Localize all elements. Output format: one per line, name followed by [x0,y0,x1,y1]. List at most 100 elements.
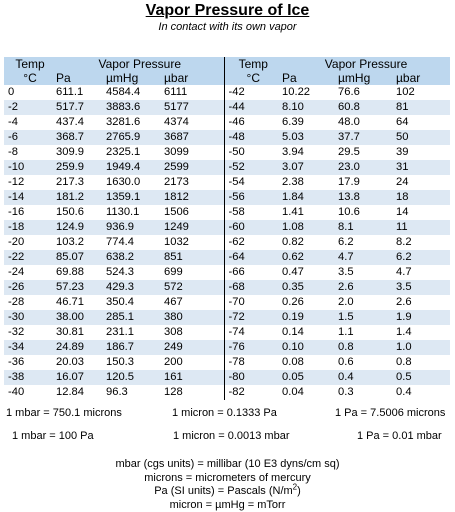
cell-umhg-left: 3883.6 [106,100,164,115]
conversion-mbar-microns: 1 mbar = 750.1 microns [6,407,122,419]
cell-ubar-right: 4.7 [396,265,451,280]
cell-ubar-right: 0.4 [396,385,451,400]
cell-umhg-right: 3.5 [338,265,397,280]
cell-pa-right: 0.05 [282,370,339,385]
cell-pa-right: 0.62 [282,250,339,265]
cell-pa-right: 10.22 [282,85,339,100]
conversion-micron-mbar: 1 micron = 0.0013 mbar [173,430,290,442]
cell-ubar-right: 39 [396,145,451,160]
header-temp-right: Temp [223,57,283,71]
cell-umhg-left: 936.9 [106,220,164,235]
cell-temp-right: -54 [223,175,283,190]
cell-temp-left: 0 [4,85,56,100]
table-row: -2 517.7 3883.6 5177 -44 8.10 60.8 81 [4,100,451,115]
cell-pa-right: 0.47 [282,265,339,280]
cell-pa-left: 20.03 [56,355,106,370]
cell-pa-right: 3.94 [282,145,339,160]
cell-ubar-left: 6111 [164,85,225,100]
cell-umhg-right: 13.8 [338,190,397,205]
cell-pa-right: 0.08 [282,355,339,370]
cell-temp-right: -70 [223,295,283,310]
cell-temp-left: -14 [4,190,56,205]
cell-ubar-right: 81 [396,100,451,115]
cell-pa-right: 1.41 [282,205,339,220]
cell-temp-right: -82 [223,385,283,400]
definition-microns: microns = micrometers of mercury [144,471,311,484]
unit-definitions: mbar (cgs units) = millibar (10 E3 dyns/… [0,458,455,512]
cell-pa-left: 46.71 [56,295,106,310]
cell-ubar-right: 50 [396,130,451,145]
cell-ubar-left: 851 [164,250,225,265]
cell-temp-left: -8 [4,145,56,160]
cell-pa-right: 0.19 [282,310,339,325]
cell-temp-left: -24 [4,265,56,280]
cell-umhg-right: 0.4 [338,370,397,385]
cell-ubar-right: 31 [396,160,451,175]
vapor-pressure-table-container: Temp Vapor Pressure Temp Vapor Pressure … [4,57,451,400]
cell-pa-right: 0.82 [282,235,339,250]
header-vapor-pressure-left: Vapor Pressure [56,57,225,71]
cell-ubar-left: 4374 [164,115,225,130]
cell-temp-left: -2 [4,100,56,115]
cell-umhg-left: 524.3 [106,265,164,280]
cell-temp-left: -34 [4,340,56,355]
table-header-row-2: °C Pa µmHg µbar °C Pa µmHg µbar [4,71,451,85]
cell-umhg-right: 4.7 [338,250,397,265]
cell-umhg-left: 3281.6 [106,115,164,130]
cell-umhg-left: 350.4 [106,295,164,310]
cell-umhg-right: 0.6 [338,355,397,370]
cell-umhg-right: 60.8 [338,100,397,115]
cell-umhg-right: 0.3 [338,385,397,400]
cell-ubar-right: 18 [396,190,451,205]
cell-umhg-left: 4584.4 [106,85,164,100]
cell-ubar-right: 11 [396,220,451,235]
vapor-pressure-table: Temp Vapor Pressure Temp Vapor Pressure … [4,57,451,400]
cell-temp-left: -40 [4,385,56,400]
cell-ubar-left: 1812 [164,190,225,205]
conversion-pa-microns: 1 Pa = 7.5006 microns [335,407,446,419]
table-row: -20 103.2 774.4 1032 -62 0.82 6.2 8.2 [4,235,451,250]
cell-pa-right: 3.07 [282,160,339,175]
conversion-mbar-pa: 1 mbar = 100 Pa [12,430,94,442]
cell-pa-left: 24.89 [56,340,106,355]
cell-ubar-left: 1249 [164,220,225,235]
table-row: -38 16.07 120.5 161 -80 0.05 0.4 0.5 [4,370,451,385]
table-row: -30 38.00 285.1 380 -72 0.19 1.5 1.9 [4,310,451,325]
cell-pa-right: 2.38 [282,175,339,190]
cell-temp-left: -30 [4,310,56,325]
cell-ubar-left: 3099 [164,145,225,160]
definition-mbar: mbar (cgs units) = millibar (10 E3 dyns/… [115,458,340,470]
cell-ubar-left: 2599 [164,160,225,175]
definition-pa-superscript: 2 [292,482,298,492]
cell-ubar-right: 1.4 [396,325,451,340]
cell-ubar-right: 64 [396,115,451,130]
cell-temp-left: -38 [4,370,56,385]
cell-umhg-left: 285.1 [106,310,164,325]
cell-umhg-right: 2.0 [338,295,397,310]
table-row: -34 24.89 186.7 249 -76 0.10 0.8 1.0 [4,340,451,355]
cell-pa-left: 437.4 [56,115,106,130]
cell-temp-right: -72 [223,310,283,325]
cell-pa-left: 57.23 [56,280,106,295]
table-row: -16 150.6 1130.1 1506 -58 1.41 10.6 14 [4,205,451,220]
cell-pa-left: 30.81 [56,325,106,340]
definition-pa-text: Pa (SI units) = Pascals (N/m [154,485,293,497]
cell-temp-left: -16 [4,205,56,220]
cell-pa-right: 1.08 [282,220,339,235]
table-row: -6 368.7 2765.9 3687 -48 5.03 37.7 50 [4,130,451,145]
header-ubar-right: µbar [396,71,451,85]
cell-ubar-left: 308 [164,325,225,340]
cell-umhg-left: 2765.9 [106,130,164,145]
cell-ubar-right: 8.2 [396,235,451,250]
table-body: 0 611.1 4584.4 6111 -42 10.22 76.6 102 -2 517.7 38… [4,85,451,400]
cell-temp-right: -50 [223,145,283,160]
table-row: -10 259.9 1949.4 2599 -52 3.07 23.0 31 [4,160,451,175]
cell-temp-right: -42 [223,85,283,100]
cell-umhg-left: 2325.1 [106,145,164,160]
table-row: 0 611.1 4584.4 6111 -42 10.22 76.6 102 [4,85,451,100]
cell-umhg-right: 8.1 [338,220,397,235]
cell-umhg-left: 429.3 [106,280,164,295]
table-row: -36 20.03 150.3 200 -78 0.08 0.6 0.8 [4,355,451,370]
cell-ubar-left: 5177 [164,100,225,115]
cell-pa-left: 38.00 [56,310,106,325]
